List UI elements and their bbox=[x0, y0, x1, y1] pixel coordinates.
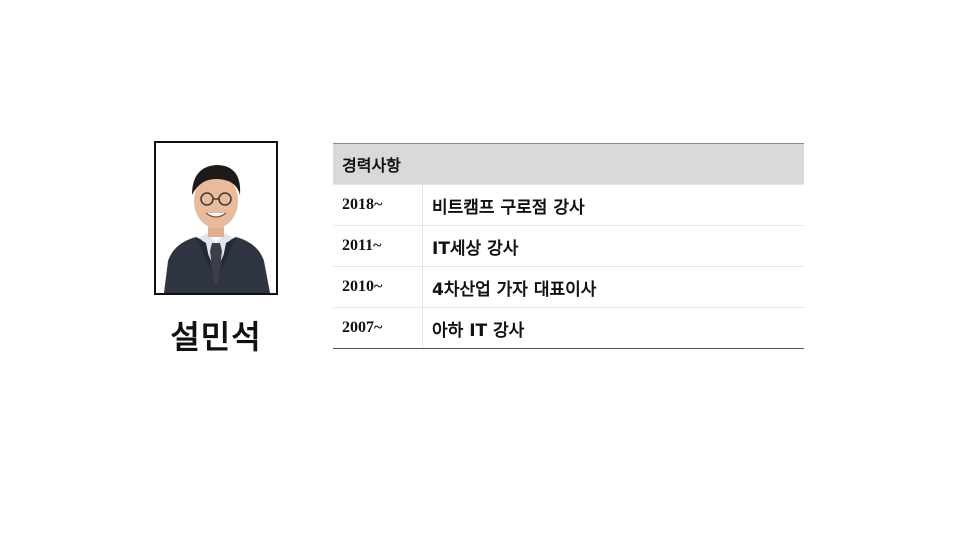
career-header: 경력사항 bbox=[333, 143, 804, 185]
career-description: 비트캠프 구로점 강사 bbox=[422, 184, 804, 226]
career-description: 아하 IT 강사 bbox=[422, 307, 804, 349]
career-year: 2011~ bbox=[333, 225, 423, 267]
table-row: 2011~ IT세상 강사 bbox=[333, 225, 804, 267]
table-row: 2018~ 비트캠프 구로점 강사 bbox=[333, 184, 804, 226]
career-year: 2018~ bbox=[333, 184, 423, 226]
career-table: 경력사항 2018~ 비트캠프 구로점 강사 2011~ IT세상 강사 201… bbox=[333, 143, 804, 349]
career-header-row: 경력사항 bbox=[333, 143, 804, 185]
career-year: 2007~ bbox=[333, 307, 423, 349]
career-year: 2010~ bbox=[333, 266, 423, 308]
person-name: 설민석 bbox=[170, 318, 262, 356]
table-row: 2010~ 4차산업 가자 대표이사 bbox=[333, 266, 804, 308]
career-description: IT세상 강사 bbox=[422, 225, 804, 267]
table-row: 2007~ 아하 IT 강사 bbox=[333, 307, 804, 349]
career-description: 4차산업 가자 대표이사 bbox=[422, 266, 804, 308]
profile-photo bbox=[154, 141, 278, 295]
portrait-image bbox=[156, 143, 276, 293]
